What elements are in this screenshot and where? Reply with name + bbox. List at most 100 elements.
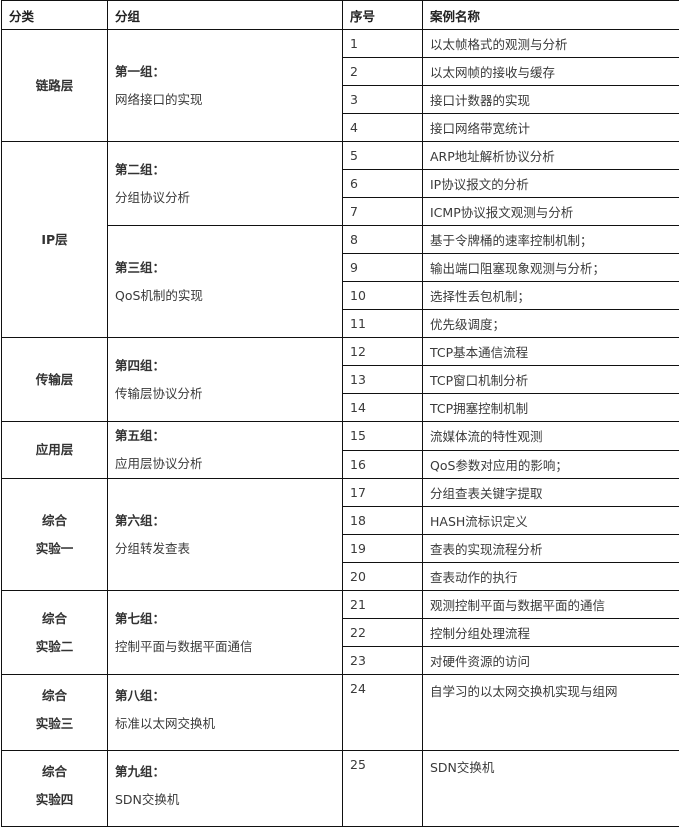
case-index: 10 [343,282,423,310]
category-cell: 传输层 [2,338,108,422]
case-name: QoS参数对应用的影响； [423,450,679,479]
category-cell: 综合实验四 [2,751,108,827]
header-category: 分类 [2,1,108,30]
case-name: 基于令牌桶的速率控制机制； [423,226,679,254]
case-name: 控制分组处理流程 [423,619,679,647]
case-name: 接口计数器的实现 [423,86,679,114]
group-cell: 第四组：传输层协议分析 [108,338,343,422]
category-label: 综合 [2,758,107,786]
case-name: HASH流标识定义 [423,507,679,535]
case-index: 9 [343,254,423,282]
group-cell: 第六组：分组转发查表 [108,479,343,591]
group-title: 第九组： [115,758,342,786]
case-name: 接口网络带宽统计 [423,114,679,142]
case-index: 21 [343,591,423,619]
case-name: IP协议报文的分析 [423,170,679,198]
case-index: 2 [343,58,423,86]
case-index: 18 [343,507,423,535]
group-cell: 第三组：QoS机制的实现 [108,226,343,338]
case-name: 选择性丢包机制； [423,282,679,310]
category-label: 综合 [2,605,107,633]
case-index: 13 [343,366,423,394]
case-index: 14 [343,394,423,422]
category-label: 综合 [2,507,107,535]
case-index: 17 [343,479,423,507]
case-name: 查表动作的执行 [423,563,679,591]
case-name: 自学习的以太网交换机实现与组网 [423,675,679,751]
group-title: 第六组： [115,507,342,535]
category-label: 实验二 [2,633,107,661]
group-description: 传输层协议分析 [115,380,342,408]
case-index: 25 [343,751,423,827]
category-cell: IP层 [2,142,108,338]
header-index: 序号 [343,1,423,30]
group-cell: 第五组：应用层协议分析 [108,422,343,479]
case-name: 查表的实现流程分析 [423,535,679,563]
category-label: 传输层 [2,366,107,394]
case-name: TCP拥塞控制机制 [423,394,679,422]
case-index: 20 [343,563,423,591]
case-index: 4 [343,114,423,142]
case-name: TCP基本通信流程 [423,338,679,366]
category-cell: 链路层 [2,30,108,142]
group-description: 应用层协议分析 [115,450,342,478]
header-group: 分组 [108,1,343,30]
case-index: 5 [343,142,423,170]
case-name: 以太网帧的接收与缓存 [423,58,679,86]
case-index: 6 [343,170,423,198]
group-cell: 第八组：标准以太网交换机 [108,675,343,751]
category-cell: 综合实验一 [2,479,108,591]
case-index: 23 [343,647,423,675]
case-name: ICMP协议报文观测与分析 [423,198,679,226]
case-index: 22 [343,619,423,647]
header-case-name: 案例名称 [423,1,679,30]
group-description: QoS机制的实现 [115,282,342,310]
case-index: 8 [343,226,423,254]
case-name: TCP窗口机制分析 [423,366,679,394]
case-name: 流媒体流的特性观测 [423,422,679,451]
group-description: 分组协议分析 [115,184,342,212]
case-index: 3 [343,86,423,114]
case-name: 优先级调度； [423,310,679,338]
case-name: 对硬件资源的访问 [423,647,679,675]
case-name: ARP地址解析协议分析 [423,142,679,170]
case-index: 7 [343,198,423,226]
group-title: 第二组： [115,156,342,184]
category-label: 综合 [2,682,107,710]
category-label: 实验四 [2,786,107,814]
case-index: 15 [343,422,423,451]
category-label: 应用层 [2,436,107,464]
group-title: 第三组： [115,254,342,282]
group-title: 第四组： [115,352,342,380]
group-cell: 第七组：控制平面与数据平面通信 [108,591,343,675]
group-title: 第八组： [115,682,342,710]
group-title: 第七组： [115,605,342,633]
category-cell: 综合实验二 [2,591,108,675]
group-description: 网络接口的实现 [115,86,342,114]
group-cell: 第二组：分组协议分析 [108,142,343,226]
category-cell: 应用层 [2,422,108,479]
case-index: 12 [343,338,423,366]
case-index: 24 [343,675,423,751]
group-cell: 第九组：SDN交换机 [108,751,343,827]
category-label: 链路层 [2,72,107,100]
case-index: 11 [343,310,423,338]
case-name: SDN交换机 [423,751,679,827]
group-description: 标准以太网交换机 [115,710,342,738]
group-title: 第一组： [115,58,342,86]
case-name: 以太帧格式的观测与分析 [423,30,679,58]
group-description: 分组转发查表 [115,535,342,563]
group-title: 第五组： [115,422,342,450]
group-description: SDN交换机 [115,786,342,814]
case-index: 16 [343,450,423,479]
group-description: 控制平面与数据平面通信 [115,633,342,661]
category-label: 实验三 [2,710,107,738]
